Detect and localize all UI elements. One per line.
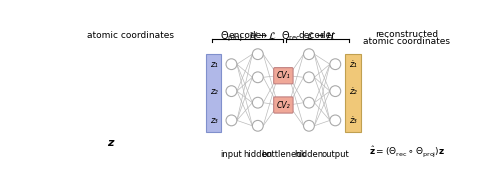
Circle shape	[252, 49, 263, 60]
Text: z₁: z₁	[210, 60, 218, 69]
Text: reconstructed: reconstructed	[375, 29, 438, 39]
Circle shape	[252, 97, 263, 108]
Circle shape	[226, 59, 237, 70]
Text: atomic coordinates: atomic coordinates	[87, 31, 174, 40]
Bar	[346, 54, 361, 132]
Circle shape	[330, 86, 340, 96]
Text: ż₂: ż₂	[349, 87, 357, 96]
FancyBboxPatch shape	[274, 68, 293, 84]
Circle shape	[252, 72, 263, 83]
Text: hidden: hidden	[243, 150, 272, 159]
Circle shape	[304, 49, 314, 60]
Text: encoder: encoder	[229, 31, 266, 40]
Text: CV₁: CV₁	[276, 71, 290, 80]
Circle shape	[304, 72, 314, 83]
Circle shape	[304, 97, 314, 108]
Text: output: output	[322, 150, 349, 159]
Text: hidden: hidden	[294, 150, 324, 159]
Text: $\Theta_{\mathrm{proj}} : \mathcal{H} \to \mathcal{L}$: $\Theta_{\mathrm{proj}} : \mathcal{H} \t…	[220, 29, 277, 44]
Circle shape	[252, 120, 263, 131]
Circle shape	[226, 115, 237, 126]
Text: z₂: z₂	[210, 87, 218, 96]
Text: ż₃: ż₃	[349, 116, 357, 125]
Text: $\Theta_{\mathrm{rec}} : \mathcal{L} \to \mathcal{H}$: $\Theta_{\mathrm{rec}} : \mathcal{L} \to…	[282, 29, 337, 43]
Text: atomic coordinates: atomic coordinates	[363, 37, 450, 46]
Text: ż₁: ż₁	[349, 60, 357, 69]
Text: z₃: z₃	[210, 116, 218, 125]
FancyBboxPatch shape	[274, 97, 293, 113]
Circle shape	[330, 59, 340, 70]
Circle shape	[330, 115, 340, 126]
Text: decoder: decoder	[299, 31, 336, 40]
Bar	[206, 54, 222, 132]
Text: input: input	[220, 150, 242, 159]
Circle shape	[304, 120, 314, 131]
Text: bottleneck: bottleneck	[261, 150, 306, 159]
Circle shape	[226, 86, 237, 96]
Text: CV₂: CV₂	[276, 100, 290, 110]
Text: z: z	[108, 139, 114, 149]
Text: $\hat{\mathbf{z}} = (\Theta_{\mathrm{rec}} \circ \Theta_{\mathrm{proj}})\mathbf{: $\hat{\mathbf{z}} = (\Theta_{\mathrm{rec…	[368, 144, 444, 159]
